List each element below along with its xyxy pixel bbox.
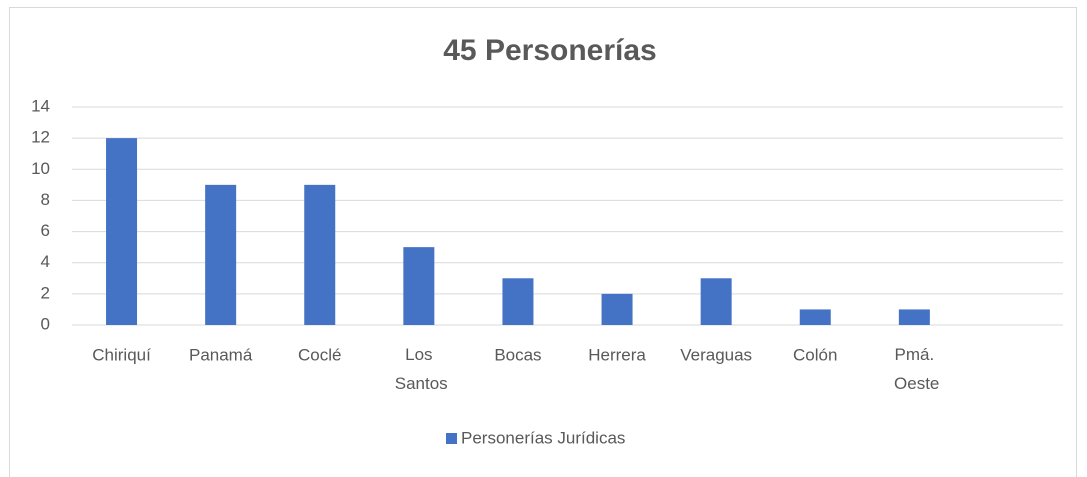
legend-label: Personerías Jurídicas [461,428,625,447]
chart-frame [9,7,1077,477]
y-tick-label: 8 [41,190,50,209]
legend-swatch [446,433,457,444]
x-tick-label: Veraguas [680,345,752,364]
y-tick-label: 6 [41,221,50,240]
chart-title: 45 Personerías [443,34,656,67]
x-tick-label: Herrera [588,345,646,364]
x-tick-label: Bocas [494,345,541,364]
bar [304,184,336,325]
x-tick-label: Colón [793,345,837,364]
bar [205,184,237,325]
bar [106,138,138,325]
y-tick-label: 10 [31,159,50,178]
bar [799,309,831,325]
x-tick-label: Coclé [298,345,341,364]
bar [403,247,435,325]
y-tick-label: 12 [31,128,50,147]
y-tick-label: 2 [41,283,50,302]
bar [601,293,633,325]
bar [502,278,534,325]
x-tick-label: Panamá [189,345,253,364]
x-tick-label: Chiriquí [92,345,151,364]
y-tick-label: 4 [41,252,50,271]
y-tick-label: 0 [41,314,50,333]
bar [898,309,930,325]
x-tick-label: Los Santos [390,345,448,393]
bar [700,278,732,325]
y-tick-label: 14 [31,96,50,115]
x-tick-label: Pmá. Oeste [889,345,939,393]
